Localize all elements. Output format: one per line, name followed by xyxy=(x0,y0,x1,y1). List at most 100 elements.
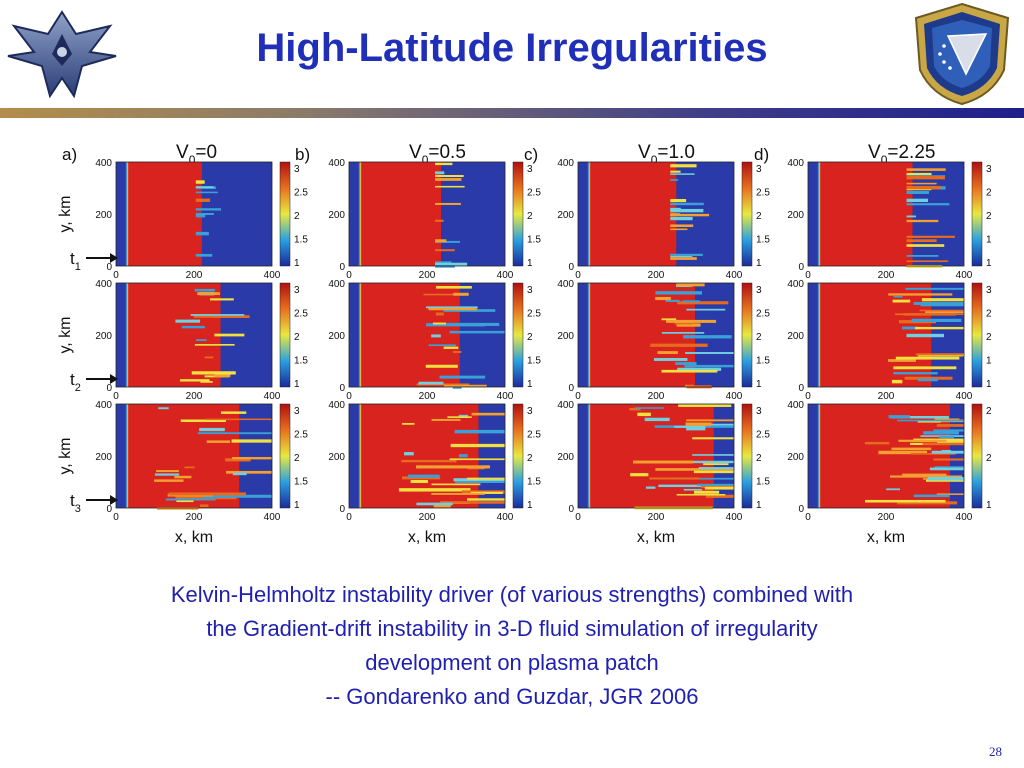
irregularity-finger xyxy=(458,454,468,458)
irregularity-finger xyxy=(927,476,964,481)
panel-frame xyxy=(348,403,506,509)
colorbar-tick: 2 xyxy=(986,453,992,464)
irregularity-finger xyxy=(687,460,734,464)
irregularity-finger xyxy=(637,412,651,417)
irregularity-finger xyxy=(686,308,726,311)
irregularity-finger xyxy=(893,295,903,298)
x-axis-tick: 400 xyxy=(497,512,514,523)
y-axis-tick: 200 xyxy=(95,452,112,463)
irregularity-finger xyxy=(199,504,209,508)
colorbar-tick: 3 xyxy=(294,406,300,417)
irregularity-finger xyxy=(195,180,205,184)
irregularity-finger xyxy=(665,319,717,323)
irregularity-finger xyxy=(435,240,461,243)
irregularity-finger xyxy=(906,254,939,257)
irregularity-finger xyxy=(910,452,956,455)
irregularity-finger xyxy=(226,470,272,474)
y-axis-tick: 0 xyxy=(339,504,345,515)
colorbar-tick: 2.5 xyxy=(986,406,992,417)
patch-gradient-edge xyxy=(817,404,833,508)
panel-frame xyxy=(807,161,965,267)
irregularity-finger xyxy=(191,371,236,375)
irregularity-finger xyxy=(439,375,486,379)
y-axis-tick: 200 xyxy=(95,331,112,342)
irregularity-finger xyxy=(936,493,964,495)
irregularity-finger xyxy=(906,244,945,247)
panel-frame xyxy=(115,161,273,267)
plasma-patch xyxy=(370,283,460,387)
x-axis-tick: 200 xyxy=(419,270,436,281)
x-axis-tick: 200 xyxy=(648,391,665,402)
colorbar-tick: 2.5 xyxy=(527,188,541,199)
irregularity-finger xyxy=(453,292,469,296)
irregularity-finger xyxy=(906,265,943,268)
irregularity-finger xyxy=(674,322,693,325)
irregularity-finger xyxy=(906,215,916,218)
irregularity-finger xyxy=(670,216,693,221)
x-axis-tick: 0 xyxy=(575,512,581,523)
irregularity-finger xyxy=(917,378,938,382)
irregularity-finger xyxy=(428,344,456,347)
x-axis-tick: 0 xyxy=(113,512,119,523)
irregularity-finger xyxy=(920,304,964,307)
irregularity-finger xyxy=(925,311,964,314)
colorbar-tick: 3 xyxy=(527,164,533,175)
colorbar-tick: 3 xyxy=(756,285,762,296)
x-axis-tick: 200 xyxy=(648,512,665,523)
x-axis-label: x, km xyxy=(637,529,675,546)
irregularity-finger xyxy=(471,412,505,416)
irregularity-finger xyxy=(676,494,726,496)
patch-gradient-edge xyxy=(817,283,833,387)
irregularity-finger xyxy=(157,507,199,510)
irregularity-finger xyxy=(435,162,453,166)
colorbar-tick: 1 xyxy=(527,500,533,511)
caption-citation: -- Gondarenko and Guzdar, JGR 2006 xyxy=(325,684,699,709)
irregularity-finger xyxy=(898,439,947,442)
colorbar-tick: 2.5 xyxy=(527,430,541,441)
irregularity-finger xyxy=(686,419,734,422)
irregularity-finger xyxy=(670,202,704,206)
irregularity-finger xyxy=(455,481,505,484)
y-axis-tick: 400 xyxy=(787,279,804,290)
arrow-head-icon xyxy=(110,253,118,263)
patch-gradient-edge xyxy=(125,404,141,508)
irregularity-finger xyxy=(179,379,210,382)
y-axis-tick: 400 xyxy=(95,279,112,290)
y-axis-tick: 0 xyxy=(568,504,574,515)
colorbar-tick: 2 xyxy=(756,332,762,343)
irregularity-finger xyxy=(888,359,916,362)
irregularity-finger xyxy=(180,419,226,423)
irregularity-finger xyxy=(677,301,729,305)
irregularity-finger xyxy=(435,202,461,205)
irregularity-finger xyxy=(670,207,681,211)
colorbar-tick: 3 xyxy=(527,406,533,417)
y-axis-tick: 400 xyxy=(328,400,345,411)
irregularity-finger xyxy=(913,494,950,498)
irregularity-finger xyxy=(650,343,708,347)
x-axis-tick: 0 xyxy=(346,270,352,281)
caption-line-1: Kelvin-Helmholtz instability driver (of … xyxy=(170,582,854,607)
patch-gradient-edge xyxy=(358,404,374,508)
colorbar-tick: 3 xyxy=(986,285,992,296)
colorbar-tick: 1.5 xyxy=(986,500,992,511)
irregularity-finger xyxy=(433,504,451,508)
irregularity-finger xyxy=(893,366,957,370)
irregularity-finger xyxy=(891,379,903,384)
irregularity-finger xyxy=(435,312,444,316)
time-label: t1 xyxy=(70,249,81,273)
x-axis-tick: 200 xyxy=(419,512,436,523)
irregularity-finger xyxy=(154,479,184,482)
patch-gradient-edge xyxy=(358,162,374,266)
irregularity-finger xyxy=(890,415,949,419)
colorbar-tick: 1.5 xyxy=(294,356,308,367)
colorbar-tick: 1 xyxy=(294,258,300,269)
irregularity-finger xyxy=(655,468,734,471)
panel-velocity-label: V0=1.0 xyxy=(638,142,695,167)
patch-gradient-edge xyxy=(358,283,374,387)
irregularity-finger xyxy=(432,322,447,325)
panel-letter: b) xyxy=(295,145,310,164)
irregularity-finger xyxy=(934,466,964,469)
y-axis-tick: 0 xyxy=(568,262,574,273)
panel-frame xyxy=(577,403,735,509)
caption-line-3: development on plasma patch xyxy=(365,650,659,675)
